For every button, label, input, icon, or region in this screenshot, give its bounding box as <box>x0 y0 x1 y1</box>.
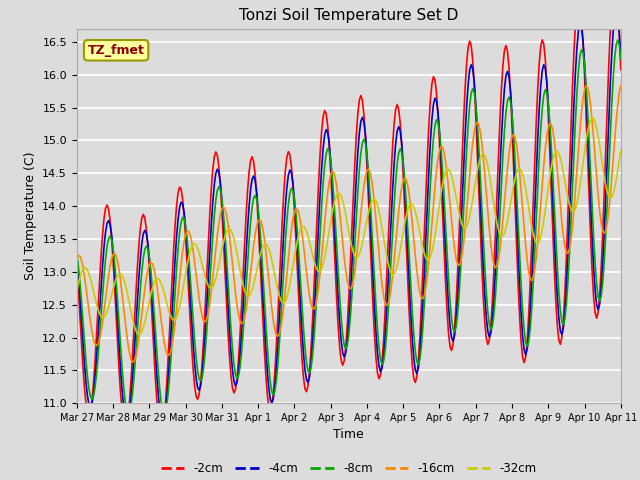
Legend: -2cm, -4cm, -8cm, -16cm, -32cm: -2cm, -4cm, -8cm, -16cm, -32cm <box>156 458 541 480</box>
Text: TZ_fmet: TZ_fmet <box>88 44 145 57</box>
Title: Tonzi Soil Temperature Set D: Tonzi Soil Temperature Set D <box>239 9 458 24</box>
X-axis label: Time: Time <box>333 429 364 442</box>
Y-axis label: Soil Temperature (C): Soil Temperature (C) <box>24 152 36 280</box>
